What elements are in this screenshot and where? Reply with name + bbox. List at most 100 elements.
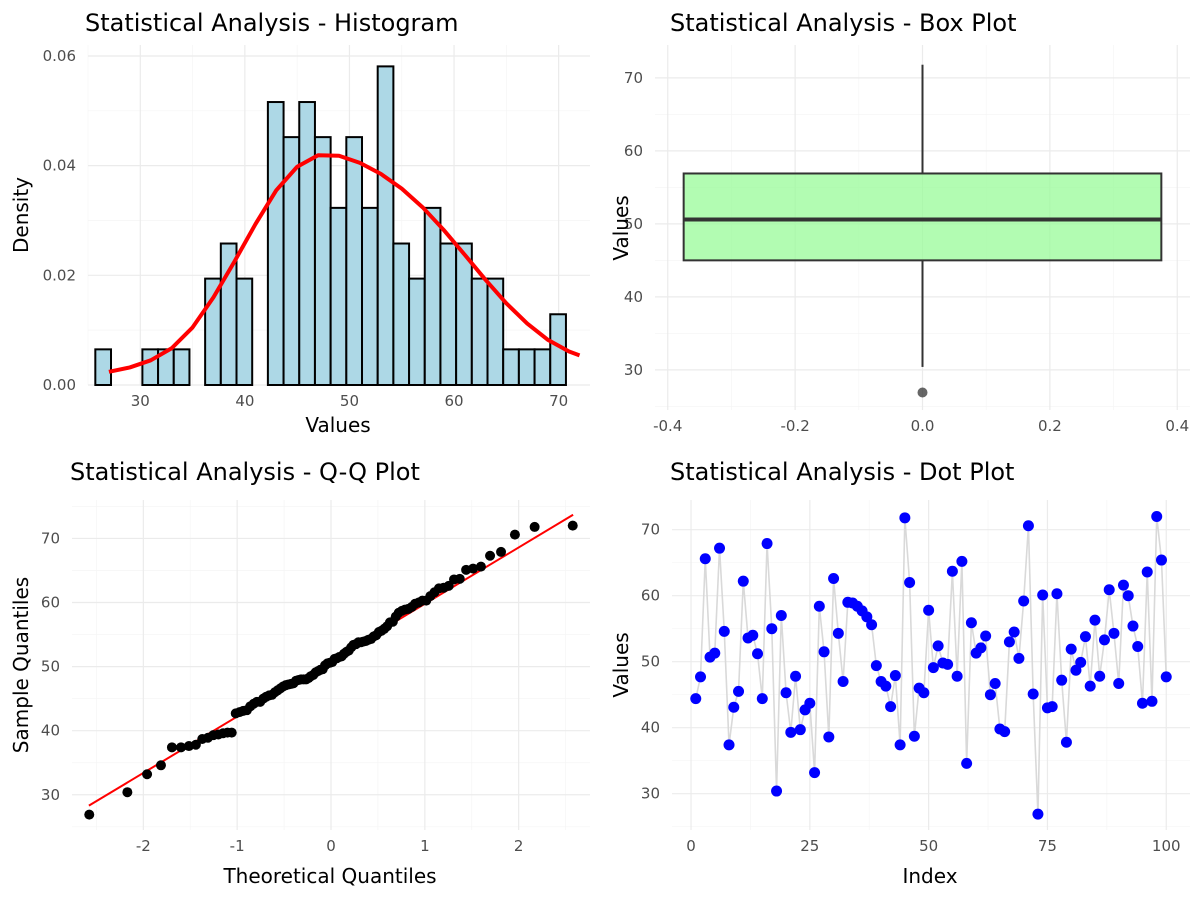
histogram-bar <box>235 277 254 387</box>
dot-point <box>861 611 873 623</box>
dot-point <box>695 671 707 683</box>
qq-point <box>190 739 201 750</box>
y-tick-label: 40 <box>41 722 60 740</box>
dot-point <box>832 627 844 639</box>
dot-point <box>804 697 816 709</box>
histogram-bar <box>533 348 552 386</box>
dot-point <box>818 646 830 658</box>
dot-point <box>932 640 944 652</box>
histogram-bar <box>94 348 113 386</box>
x-tick-label: 30 <box>131 392 150 410</box>
dot-point <box>989 677 1001 689</box>
histogram-bar <box>470 277 489 387</box>
qq-point <box>142 769 153 780</box>
y-tick-label: 60 <box>41 594 60 612</box>
dot-point <box>718 625 730 637</box>
y-tick-label: 30 <box>624 361 643 379</box>
dot-point <box>1117 579 1129 591</box>
dot-point <box>899 512 911 524</box>
dot-point <box>946 565 958 577</box>
dot-point <box>809 767 821 779</box>
histogram-bar <box>439 242 458 386</box>
dot-point <box>775 610 787 621</box>
dot-point <box>951 670 963 682</box>
y-tick-label: 50 <box>41 658 60 676</box>
dot-point <box>1098 634 1110 646</box>
y-axis-label: Values <box>609 195 633 260</box>
histogram-bar <box>517 348 536 386</box>
dot-point <box>1132 641 1144 653</box>
panel-3: -2 -1 0 1 2 30 40 50 60 70 Statistical Analysis - … <box>9 458 590 888</box>
dot-point <box>747 629 759 641</box>
y-tick-label: 50 <box>641 653 660 671</box>
chart-title: Statistical Analysis - Q-Q Plot <box>70 458 420 486</box>
dot-point <box>942 658 954 670</box>
dot-point <box>961 757 973 769</box>
histogram-bar <box>455 242 473 386</box>
dot-point <box>1122 590 1134 602</box>
dot-point <box>1022 520 1034 532</box>
x-tick-label: 60 <box>444 392 463 410</box>
qq-point <box>84 809 95 820</box>
x-tick-label: 75 <box>1038 837 1057 855</box>
x-tick-label: 1 <box>420 837 430 855</box>
qq-point <box>496 546 507 557</box>
dot-point <box>1108 627 1120 639</box>
histogram-bar <box>298 101 316 386</box>
y-axis-label: Sample Quantiles <box>9 577 33 753</box>
dot-point <box>975 642 987 654</box>
histogram-bar <box>502 348 520 386</box>
dot-point <box>794 724 806 736</box>
dot-point <box>1065 643 1077 655</box>
dot-point <box>837 676 849 687</box>
qq-point <box>529 521 540 532</box>
dot-point <box>918 687 930 699</box>
chart-title: Statistical Analysis - Box Plot <box>670 9 1017 37</box>
qq-point <box>454 573 465 584</box>
x-tick-label: 0 <box>326 837 336 855</box>
dot-point <box>1151 511 1163 522</box>
y-tick-label: 60 <box>641 587 660 605</box>
dot-point <box>790 670 802 682</box>
x-tick-label: 50 <box>340 392 359 410</box>
dot-point <box>1136 697 1148 709</box>
dot-point <box>1003 636 1015 648</box>
qq-point <box>509 529 520 540</box>
outlier-point <box>917 387 928 398</box>
dot-point <box>904 577 916 588</box>
dot-point <box>1127 620 1139 632</box>
histogram-bar <box>392 242 411 386</box>
dot-point <box>1008 626 1020 638</box>
dot-point <box>1056 674 1068 686</box>
histogram-bar <box>486 277 505 387</box>
dot-point <box>927 662 939 674</box>
x-tick-label: 0 <box>686 837 696 855</box>
dot-point <box>1079 631 1091 643</box>
dot-point <box>956 555 968 567</box>
histogram-bar <box>313 136 332 386</box>
y-tick-label: 40 <box>641 719 660 737</box>
dot-point <box>1103 584 1115 596</box>
y-tick-label: 40 <box>624 288 643 306</box>
x-tick-label: 0.0 <box>911 417 935 435</box>
histogram-bar <box>423 206 442 386</box>
dot-point <box>828 573 840 585</box>
y-tick-label: 30 <box>41 786 60 804</box>
x-tick-label: -0.4 <box>653 417 682 435</box>
qq-point <box>567 520 578 531</box>
qq-point <box>475 561 486 572</box>
dot-point <box>980 630 992 642</box>
histogram-bar <box>361 206 379 386</box>
dot-point <box>728 701 740 713</box>
dot-point <box>737 575 749 587</box>
dot-point <box>1094 670 1106 682</box>
x-tick-label: 50 <box>919 837 938 855</box>
dot-point <box>813 600 825 612</box>
qq-point <box>166 742 177 753</box>
dot-point <box>823 731 835 743</box>
chart-title: Statistical Analysis - Histogram <box>85 9 459 37</box>
box-body <box>682 172 1163 262</box>
y-tick-label: 0.00 <box>43 376 76 394</box>
histogram-bar <box>329 206 348 386</box>
dot-point <box>785 726 797 738</box>
